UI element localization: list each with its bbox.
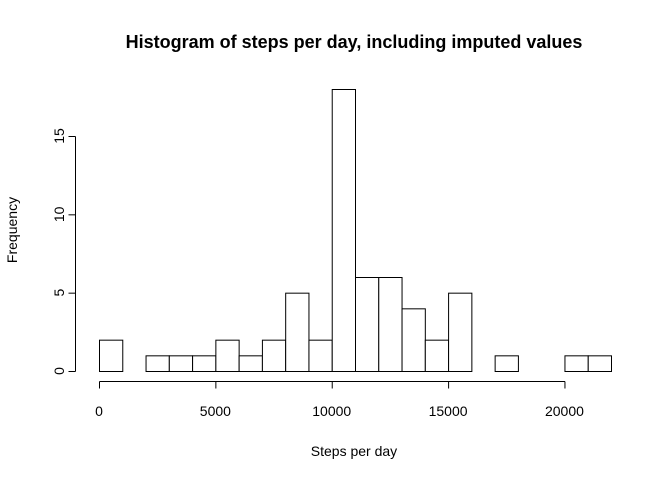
histogram-bar-8000-9000 <box>285 292 310 372</box>
y-tick-label-0: 0 <box>51 367 67 375</box>
histogram-bar-7000-8000 <box>261 339 287 372</box>
y-tick-label-10: 10 <box>51 206 67 222</box>
x-axis-label: Steps per day <box>311 443 397 459</box>
y-tick-label-5: 5 <box>51 289 67 297</box>
histogram-bar-0-1000 <box>99 339 124 372</box>
histogram-bar-9000-10000 <box>308 339 333 372</box>
x-tick-label-10000: 10000 <box>312 403 351 419</box>
x-tick-label-5000: 5000 <box>200 403 231 419</box>
histogram-bars <box>99 89 613 373</box>
histogram-bar-14000-15000 <box>424 339 450 372</box>
histogram-bar-11000-12000 <box>355 277 380 372</box>
histogram-bar-15000-16000 <box>448 292 473 372</box>
histogram-bar-3000-4000 <box>168 355 194 373</box>
histogram-bar-5000-6000 <box>215 339 240 372</box>
histogram-bar-10000-11000 <box>331 89 356 372</box>
histogram-bar-13000-14000 <box>401 308 426 373</box>
x-tick-label-20000: 20000 <box>545 403 584 419</box>
histogram-bar-12000-13000 <box>378 277 403 372</box>
histogram-bar-4000-5000 <box>192 355 217 373</box>
x-tick-label-15000: 15000 <box>429 403 468 419</box>
histogram-bar-17000-18000 <box>494 355 519 373</box>
histogram-bar-21000-22000 <box>587 355 613 373</box>
chart-title: Histogram of steps per day, including im… <box>126 32 583 52</box>
histogram-bar-6000-7000 <box>238 355 263 373</box>
y-tick-label-15: 15 <box>51 128 67 144</box>
x-tick-label-0: 0 <box>95 403 103 419</box>
histogram-bar-20000-21000 <box>564 355 589 373</box>
y-axis: 0 5 10 15 <box>51 128 76 375</box>
y-axis-label: Frequency <box>4 197 20 263</box>
histogram-bar-2000-3000 <box>145 355 170 373</box>
x-axis: 0 5000 10000 15000 20000 <box>95 381 584 419</box>
